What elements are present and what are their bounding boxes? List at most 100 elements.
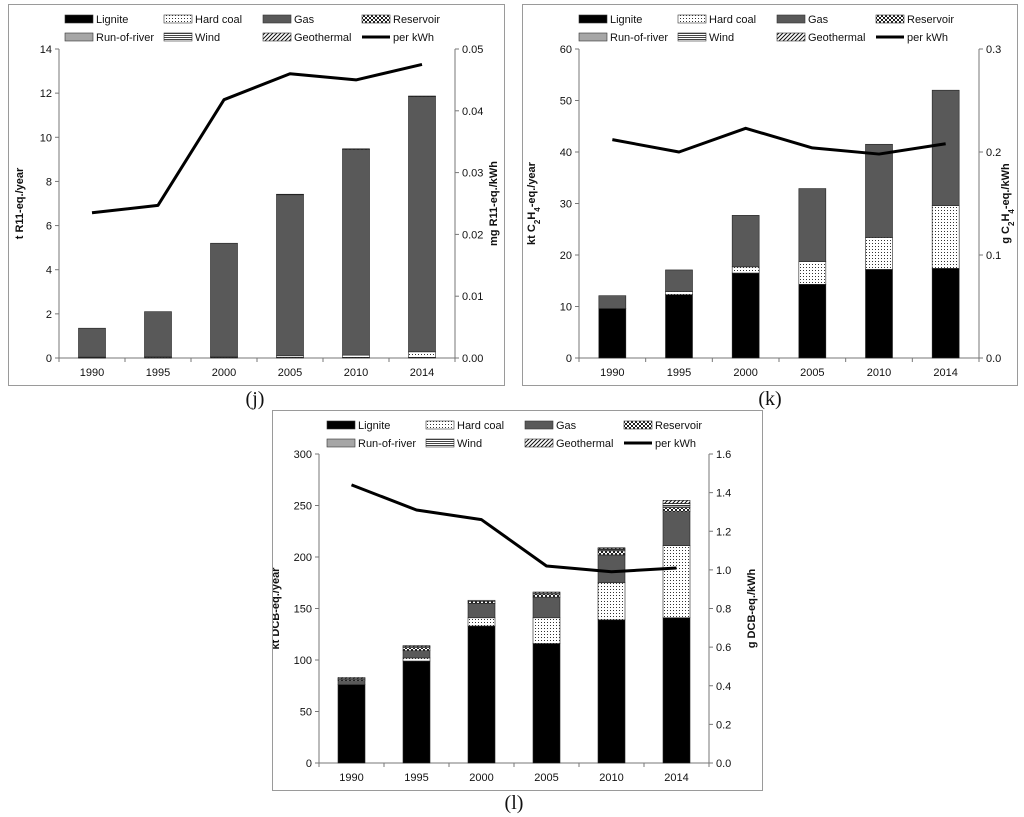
bar-reservoir-2005 <box>276 193 304 196</box>
legend-swatch <box>776 32 806 42</box>
legend-swatch <box>64 14 94 24</box>
bar-lignite-2005 <box>798 284 827 359</box>
legend-item-reservoir: Reservoir <box>875 14 954 26</box>
caption-l: (l) <box>504 792 524 814</box>
bar-gas-1990 <box>78 327 106 358</box>
legend-item-geothermal: Geothermal <box>524 438 613 450</box>
bar-hard-coal-2005 <box>532 617 561 644</box>
legend-item-lignite: Lignite <box>64 14 128 26</box>
bar-hard-coal-1995 <box>402 657 431 662</box>
legend-label: Gas <box>294 14 315 26</box>
bar-hard-coal-2005 <box>798 261 827 285</box>
y-tick-label: 150 <box>294 604 312 616</box>
legend-swatch <box>163 14 193 24</box>
chart-panel-l: 0 50 100 150 200 250 300 0.0 0.2 0.4 0.6 0.8 1.0 1.2 1… <box>272 410 763 791</box>
y-tick-label: 50 <box>560 96 572 108</box>
legend-item-gas: Gas <box>262 14 315 26</box>
legend-label: Geothermal <box>808 32 865 44</box>
x-tick-label: 2000 <box>469 772 493 784</box>
caption-k: (k) <box>758 388 782 410</box>
y-axis-title: t R11-eq./year <box>14 167 26 239</box>
legend-item-lignite: Lignite <box>326 420 390 432</box>
y-tick-label: 300 <box>294 449 312 461</box>
legend-swatch <box>326 438 356 448</box>
legend-swatch <box>425 420 455 430</box>
y-tick-label: 0 <box>46 353 52 365</box>
x-tick-label: 2010 <box>867 367 891 379</box>
chart-panel-k: 0 10 20 30 40 50 60 0.0 0.1 0.2 0.3 1990 1995 2000 200… <box>522 4 1018 386</box>
legend-item-gas: Gas <box>524 420 577 432</box>
legend-item-lignite: Lignite <box>578 14 642 26</box>
y-tick-label: 20 <box>560 250 572 262</box>
y-tick-label: 250 <box>294 501 312 513</box>
y2-tick-label: 1.6 <box>716 449 731 461</box>
y2-tick-label: 0.1 <box>986 250 1001 262</box>
bar-gas-2014 <box>662 511 691 546</box>
legend-swatch <box>64 32 94 42</box>
legend-label: Wind <box>457 438 482 450</box>
legend-item-wind: Wind <box>163 32 220 44</box>
legend-item-run-of-river: Run-of-river <box>578 32 668 44</box>
y2-tick-label: 1.4 <box>716 488 731 500</box>
y2-tick-label: 0.2 <box>716 719 731 731</box>
y2-tick-label: 0.00 <box>462 353 483 365</box>
bar-hard-coal-2014 <box>662 545 691 619</box>
y2-tick-label: 0.4 <box>716 681 731 693</box>
legend-label: Reservoir <box>655 420 702 432</box>
legend-label: Gas <box>556 420 577 432</box>
legend-item-geothermal: Geothermal <box>776 32 865 44</box>
bar-geothermal-2014 <box>662 500 691 504</box>
x-tick-label: 2010 <box>344 367 368 379</box>
y-tick-label: 6 <box>46 221 52 233</box>
bar-gas-2014 <box>931 89 960 206</box>
line-per-kwh <box>350 483 677 574</box>
legend-swatch <box>875 14 905 24</box>
x-tick-label: 2005 <box>278 367 302 379</box>
bar-lignite-2010 <box>865 269 893 359</box>
y-tick-label: 200 <box>294 552 312 564</box>
legend-swatch <box>677 32 707 42</box>
legend-swatch <box>524 420 554 430</box>
bar-gas-2000 <box>210 242 238 357</box>
legend-label: Reservoir <box>907 14 954 26</box>
x-tick-label: 1995 <box>146 367 170 379</box>
legend-item-per-kwh: per kWh <box>362 32 434 44</box>
chart-j: 0 2 4 6 8 10 12 14 0.00 0.01 0.02 0.03 0.04 0.05 1990 1… <box>14 14 500 379</box>
y2-tick-label: 0.03 <box>462 168 483 180</box>
bar-gas-2005 <box>798 188 827 262</box>
bar-lignite-2000 <box>731 272 760 359</box>
bar-lignite-1995 <box>665 294 693 359</box>
bar-reservoir-2010 <box>597 550 626 556</box>
bar-gas-1995 <box>402 650 431 659</box>
legend-item-run-of-river: Run-of-river <box>64 32 154 44</box>
y2-axis-title: mg R11-eq./kWh <box>488 161 500 246</box>
y2-tick-label: 0.8 <box>716 604 731 616</box>
x-tick-label: 1990 <box>339 772 363 784</box>
bar-hard-coal-2010 <box>865 237 893 270</box>
bar-hard-coal-2010 <box>342 354 370 358</box>
legend-swatch <box>326 420 356 430</box>
x-tick-label: 2010 <box>599 772 623 784</box>
legend-swatch <box>262 14 292 24</box>
legend-item-per-kwh: per kWh <box>624 438 696 450</box>
y-tick-label: 0 <box>306 758 312 770</box>
y2-tick-label: 0.01 <box>462 291 483 303</box>
legend-swatch <box>425 438 455 448</box>
bar-run-of-river-2014 <box>662 505 691 508</box>
y2-tick-label: 0.3 <box>986 44 1001 56</box>
legend-item-run-of-river: Run-of-river <box>326 438 416 450</box>
bar-reservoir-2010 <box>342 148 370 150</box>
y-tick-label: 40 <box>560 147 572 159</box>
y-tick-label: 8 <box>46 176 52 188</box>
x-tick-label: 1995 <box>667 367 691 379</box>
y-axis-title: kt DCB-eq./year <box>273 567 282 650</box>
caption-j: (j) <box>245 388 265 410</box>
y-tick-label: 4 <box>46 265 52 277</box>
legend-item-hard-coal: Hard coal <box>677 14 756 26</box>
bar-lignite-1990 <box>337 684 366 764</box>
legend-label: Wind <box>709 32 734 44</box>
bar-gas-2005 <box>532 596 561 619</box>
legend-item-hard-coal: Hard coal <box>163 14 242 26</box>
legend-item-hard-coal: Hard coal <box>425 420 504 432</box>
bar-gas-1990 <box>598 295 627 309</box>
